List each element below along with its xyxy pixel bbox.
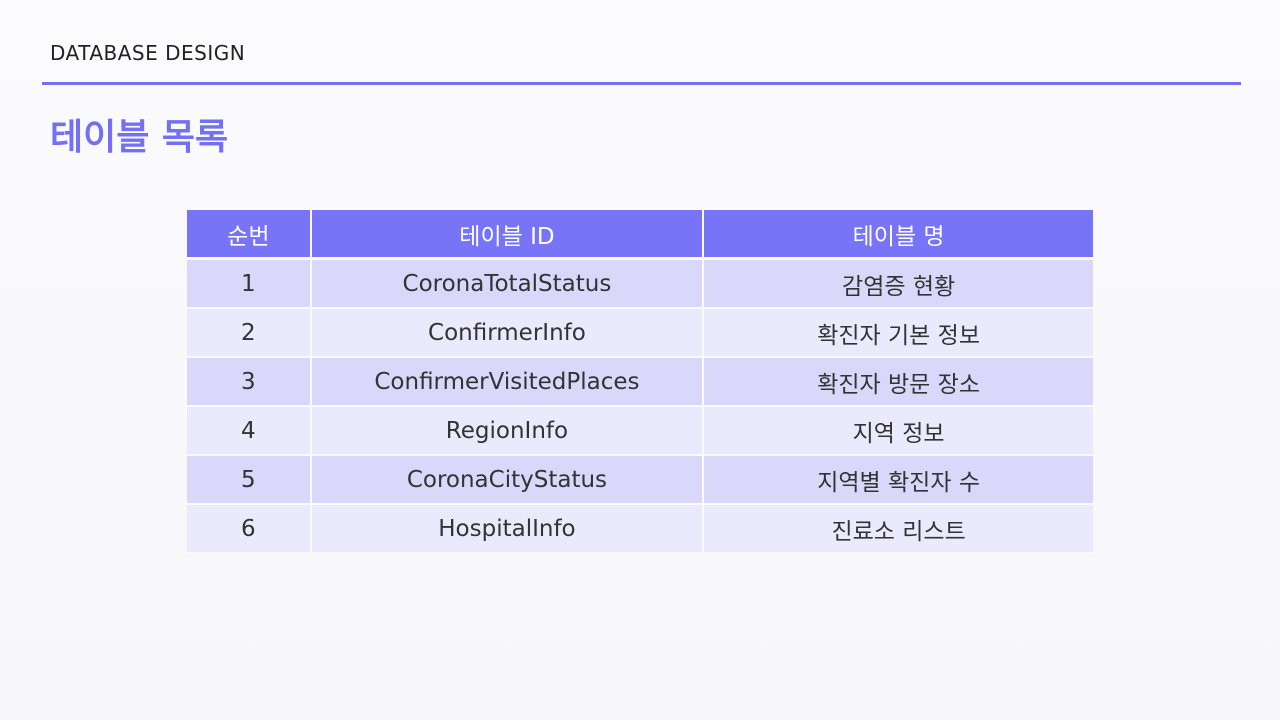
cell-no: 6 xyxy=(187,504,312,554)
cell-table-id: HospitalInfo xyxy=(309,504,705,554)
table-header-row: 순번 테이블 ID 테이블 명 xyxy=(187,210,1093,260)
table-list: 순번 테이블 ID 테이블 명 1 CoronaTotalStatus 감염증 … xyxy=(187,210,1093,554)
table-row: 6 HospitalInfo 진료소 리스트 xyxy=(187,504,1093,554)
cell-table-id: CoronaCityStatus xyxy=(309,455,705,505)
column-header-no: 순번 xyxy=(187,210,312,260)
cell-no: 1 xyxy=(187,258,312,309)
table-row: 1 CoronaTotalStatus 감염증 현황 xyxy=(187,258,1093,309)
column-header-table-name: 테이블 명 xyxy=(702,210,1093,260)
header-divider xyxy=(42,82,1241,85)
cell-no: 3 xyxy=(187,357,312,407)
cell-no: 2 xyxy=(187,308,312,358)
cell-table-name: 진료소 리스트 xyxy=(702,504,1093,554)
table-body: 1 CoronaTotalStatus 감염증 현황 2 ConfirmerIn… xyxy=(187,258,1093,554)
table-header: 순번 테이블 ID 테이블 명 xyxy=(187,210,1093,260)
cell-table-name: 감염증 현황 xyxy=(702,258,1093,309)
table-row: 2 ConfirmerInfo 확진자 기본 정보 xyxy=(187,308,1093,358)
cell-table-id: ConfirmerInfo xyxy=(309,308,705,358)
table-row: 5 CoronaCityStatus 지역별 확진자 수 xyxy=(187,455,1093,505)
cell-table-name: 확진자 기본 정보 xyxy=(702,308,1093,358)
cell-table-id: RegionInfo xyxy=(309,406,705,456)
cell-table-name: 지역 정보 xyxy=(702,406,1093,456)
cell-table-id: ConfirmerVisitedPlaces xyxy=(309,357,705,407)
column-header-table-id: 테이블 ID xyxy=(309,210,705,260)
table-row: 3 ConfirmerVisitedPlaces 확진자 방문 장소 xyxy=(187,357,1093,407)
cell-table-name: 지역별 확진자 수 xyxy=(702,455,1093,505)
cell-no: 5 xyxy=(187,455,312,505)
section-label: DATABASE DESIGN xyxy=(50,41,246,65)
cell-table-id: CoronaTotalStatus xyxy=(309,258,705,309)
cell-table-name: 확진자 방문 장소 xyxy=(702,357,1093,407)
table-row: 4 RegionInfo 지역 정보 xyxy=(187,406,1093,456)
cell-no: 4 xyxy=(187,406,312,456)
page-title: 테이블 목록 xyxy=(50,117,229,158)
